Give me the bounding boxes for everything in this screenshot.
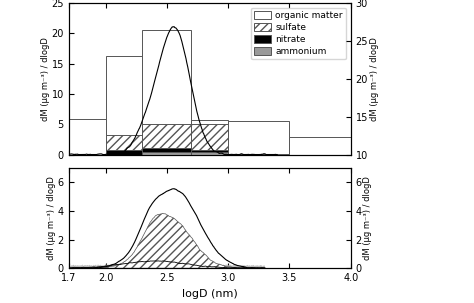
Bar [191, 124, 228, 155]
Bar [228, 121, 290, 155]
Bar [106, 56, 142, 155]
Legend: organic matter, sulfate, nitrate, ammonium: organic matter, sulfate, nitrate, ammoni… [251, 8, 346, 59]
Y-axis label: dM (μg m⁻³) / dlogD: dM (μg m⁻³) / dlogD [363, 176, 372, 260]
Bar [142, 30, 191, 155]
X-axis label: logD (nm): logD (nm) [182, 288, 237, 298]
Bar [191, 152, 228, 155]
Bar [228, 154, 290, 155]
Bar [290, 137, 388, 155]
Bar [69, 119, 106, 155]
Bar [142, 148, 191, 155]
Bar [191, 120, 228, 155]
Bar [142, 152, 191, 155]
Y-axis label: dM (μg m⁻³) / dlogD: dM (μg m⁻³) / dlogD [370, 37, 379, 121]
Y-axis label: dM (μg m⁻³) / dlogD: dM (μg m⁻³) / dlogD [47, 176, 56, 260]
Y-axis label: dM (μg m⁻³) / dlogD: dM (μg m⁻³) / dlogD [41, 37, 50, 121]
Bar [142, 124, 191, 155]
Bar [106, 135, 142, 155]
Bar [106, 150, 142, 155]
Bar [191, 150, 228, 155]
